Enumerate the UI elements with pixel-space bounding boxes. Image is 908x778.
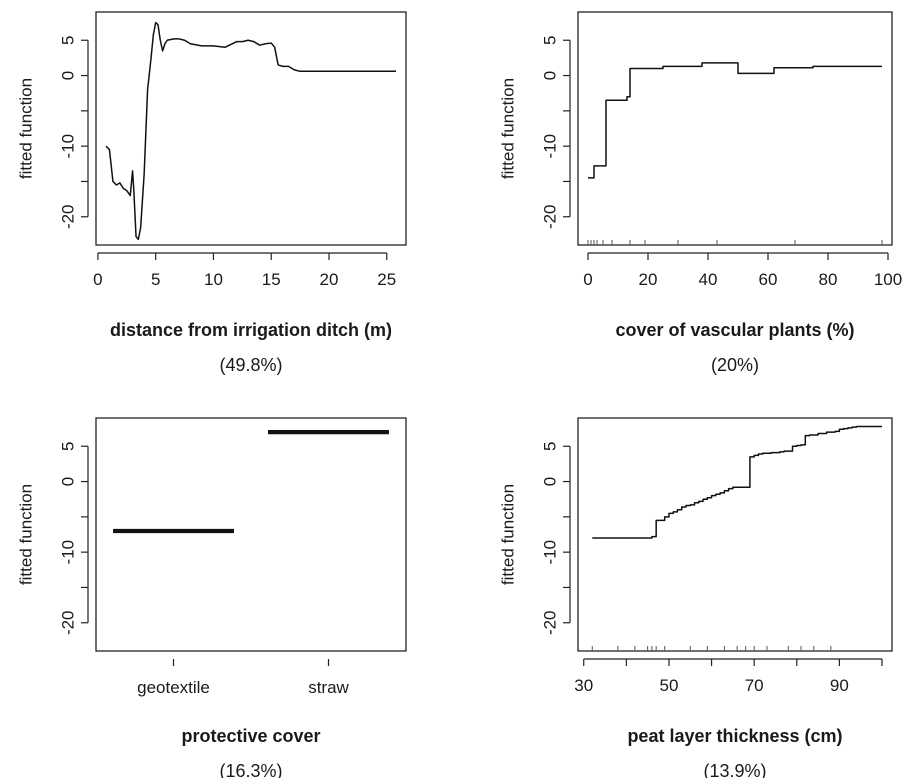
y-axis-label: fitted function — [17, 78, 36, 179]
x-tick-label: 0 — [93, 270, 102, 289]
relative-influence-label: (49.8%) — [219, 355, 282, 375]
y-axis-label: fitted function — [17, 484, 36, 585]
panel-2: 5 0 -10 -20 fitted function 0 20 40 60 80 100 cover… — [499, 11, 902, 375]
x-tick-label: 30 — [574, 676, 593, 695]
x-axis-label: cover of vascular plants (%) — [615, 320, 854, 340]
fitted-function-line — [105, 21, 396, 241]
y-tick-label: -10 — [59, 540, 78, 565]
relative-influence-label: (13.9%) — [703, 761, 766, 778]
fitted-function-line — [592, 425, 882, 539]
y-tick-label: 5 — [541, 36, 560, 45]
x-axis-label: distance from irrigation ditch (m) — [110, 320, 392, 340]
panel-1: 5 0 -10 -20 fitted function 0 5 10 15 20 25 distanc… — [17, 11, 407, 375]
x-axis-label: protective cover — [181, 726, 320, 746]
y-tick-label: -10 — [59, 134, 78, 159]
x-tick-label: 70 — [745, 676, 764, 695]
y-tick-label: 0 — [541, 477, 560, 486]
x-tick-label: 20 — [320, 270, 339, 289]
y-tick-label: 0 — [541, 71, 560, 80]
y-tick-label: 5 — [541, 442, 560, 451]
x-tick-label: 40 — [699, 270, 718, 289]
x-tick-label: 5 — [151, 270, 160, 289]
plot-frame — [95, 417, 407, 652]
y-tick-label: -20 — [59, 204, 78, 229]
x-tick-label: 25 — [377, 270, 396, 289]
x-tick-label: geotextile — [137, 678, 210, 697]
y-axis-label: fitted function — [499, 484, 518, 585]
x-tick-label: straw — [308, 678, 349, 697]
y-tick-label: 0 — [59, 71, 78, 80]
y-tick-label: -10 — [541, 540, 560, 565]
y-tick-label: 5 — [59, 442, 78, 451]
y-tick-label: -20 — [59, 610, 78, 635]
x-tick-label: 50 — [659, 676, 678, 695]
y-tick-label: 0 — [59, 477, 78, 486]
plot-frame — [577, 11, 893, 246]
y-tick-label: -20 — [541, 204, 560, 229]
y-axis-label: fitted function — [499, 78, 518, 179]
x-tick-label: 15 — [262, 270, 281, 289]
plot-frame — [95, 11, 407, 246]
fitted-function-line — [588, 62, 882, 179]
relative-influence-label: (16.3%) — [219, 761, 282, 778]
x-tick-label: 20 — [639, 270, 658, 289]
x-tick-label: 10 — [204, 270, 223, 289]
x-tick-label: 0 — [583, 270, 592, 289]
y-tick-label: -10 — [541, 134, 560, 159]
x-axis-label: peat layer thickness (cm) — [627, 726, 842, 746]
x-tick-label: 80 — [819, 270, 838, 289]
relative-influence-label: (20%) — [711, 355, 759, 375]
x-tick-label: 90 — [830, 676, 849, 695]
y-tick-label: -20 — [541, 610, 560, 635]
plot-frame — [577, 417, 893, 652]
x-tick-label: 60 — [759, 270, 778, 289]
y-tick-label: 5 — [59, 36, 78, 45]
x-tick-label: 100 — [874, 270, 902, 289]
panel-3: 5 0 -10 -20 fitted function geotextile straw pr… — [17, 417, 407, 778]
